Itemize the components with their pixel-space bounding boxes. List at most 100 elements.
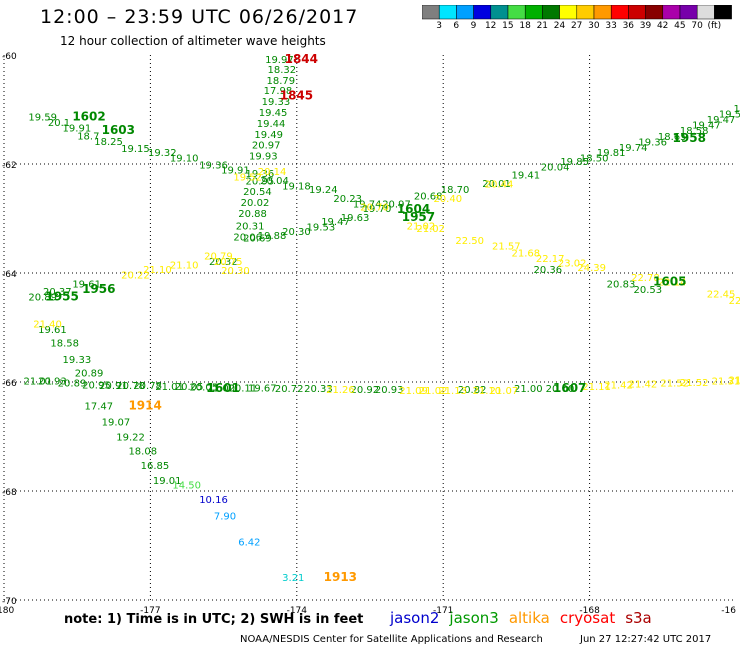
data-point-label: 19.61 <box>38 325 67 336</box>
x-tick-label: -180 <box>0 606 14 616</box>
time-label: 1955 <box>45 289 78 303</box>
data-point-label: 18.7 <box>77 131 99 142</box>
data-point-label: 6.42 <box>238 538 260 549</box>
data-point-label: 20.78 <box>133 381 162 392</box>
data-point-label: 19.18 <box>282 182 311 193</box>
satellite-legend-item: altika <box>508 609 550 627</box>
satellite-legend-item: cryosat <box>559 609 616 627</box>
data-point-label: 7.90 <box>214 511 236 522</box>
data-point-label: 20.93 <box>375 385 404 396</box>
data-point-label: 20.1 <box>48 118 70 129</box>
data-point-label: 20.11 <box>228 383 257 394</box>
color-scale-labels: 3 6 9 12 15 18 21 24 27 30 33 36 39 42 45 70 (ft) <box>422 21 732 35</box>
colorbar-label: 6 <box>453 21 460 31</box>
data-point-label: 18.25 <box>94 137 123 148</box>
data-point-label: 19.32 <box>148 148 177 159</box>
data-point-label: 22.50 <box>455 236 484 247</box>
y-tick-label: -66 <box>2 379 17 389</box>
data-point-label: 18.50 <box>580 153 609 164</box>
data-point-label: 21.26 <box>326 385 355 396</box>
colorbar-label: 24 <box>553 21 566 31</box>
data-point-label: 20.37 <box>43 287 72 298</box>
data-point-label: 20.06 <box>233 232 262 243</box>
data-point-label: 21.02 <box>419 386 448 397</box>
data-point-label: 19.10 <box>170 153 199 164</box>
data-point-label: 20.95 <box>82 381 111 392</box>
data-point-label: 20.30 <box>221 266 250 277</box>
x-tick-label: -171 <box>433 606 453 616</box>
y-tick-label: -64 <box>2 270 17 280</box>
time-label: 1604 <box>397 202 430 216</box>
data-point-label: 19.52 <box>233 172 262 183</box>
data-point-label: 20.33 <box>304 384 333 395</box>
time-label: 1601 <box>207 381 240 395</box>
colorbar-label: 9 <box>470 21 477 31</box>
colorbar-swatch <box>714 5 732 20</box>
data-point-label: 19.74 <box>619 143 648 154</box>
data-point-label: 19.53 <box>307 222 336 233</box>
colorbar-label: 33 <box>605 21 617 31</box>
data-point-label: 20.54 <box>243 187 272 198</box>
data-point-label: 22.14 <box>658 278 687 289</box>
data-point-label: 20.32 <box>209 257 238 268</box>
data-point-label: 18.65 <box>658 132 687 143</box>
time-label: 1958 <box>673 131 706 145</box>
credit-text: NOAA/NESDIS Center for Satellite Applica… <box>240 634 543 645</box>
data-point-label: 19.41 <box>512 171 541 182</box>
data-point-label: 21.02 <box>407 221 436 232</box>
data-point-label: 19.45 <box>259 108 288 119</box>
data-point-label: 19.15 <box>121 144 150 155</box>
data-point-label: 19.47 <box>692 121 721 132</box>
data-point-label: 19.63 <box>341 213 370 224</box>
data-point-label: 20.95 <box>246 177 275 188</box>
data-point-label: 19.33 <box>262 97 291 108</box>
data-point-label: 22.44 <box>729 296 740 307</box>
x-tick-label: -16 <box>721 606 736 616</box>
data-point-label: 19.58 <box>719 110 740 121</box>
y-tick-label: -60 <box>2 52 17 62</box>
data-point-label: 22.45 <box>707 290 736 301</box>
data-point-label: 22.17 <box>536 254 565 265</box>
data-point-label: 23.02 <box>558 258 587 269</box>
data-point-label: 20.01 <box>482 179 511 190</box>
data-point-label: 20.22 <box>121 270 150 281</box>
data-point-label: 20.70 <box>360 202 389 213</box>
data-point-label: 19.59 <box>28 112 57 123</box>
data-point-label: 19.36 <box>638 137 667 148</box>
data-point-label: 20.93 <box>38 377 67 388</box>
time-label: 1603 <box>102 123 135 137</box>
data-point-label: 20.89 <box>28 292 57 303</box>
data-point-label: 21.09 <box>399 386 428 397</box>
data-point-label: 19.97 <box>265 55 294 66</box>
data-point-label: 21.57 <box>492 242 521 253</box>
data-point-label: 20.00 <box>546 384 575 395</box>
data-point-label: 21.01 <box>155 382 184 393</box>
data-point-label: 19.85 <box>560 157 589 168</box>
data-point-label: 19.01 <box>153 476 182 487</box>
data-point-label: 18.70 <box>441 185 470 196</box>
satellite-legend-item: jason3 <box>449 609 499 627</box>
colorbar-label: 42 <box>656 21 669 31</box>
data-point-label: 20.04 <box>541 163 570 174</box>
credit-date: Jun 27 12:27:42 UTC 2017 <box>580 634 712 645</box>
data-point-label: 21.40 <box>33 320 62 331</box>
data-point-label: 20.05 <box>175 382 204 393</box>
data-point-label: 19.47 <box>707 115 736 126</box>
colorbar-label: (ft) <box>707 21 722 31</box>
time-label: 1607 <box>553 381 586 395</box>
y-tick-label: -62 <box>2 161 17 171</box>
data-point-label: 19.91 <box>221 165 250 176</box>
data-point-label: 20.79 <box>204 251 233 262</box>
data-point-label: 19.36 <box>199 160 228 171</box>
data-point-label: 19.22 <box>116 432 145 443</box>
data-point-label: 21.00 <box>207 383 236 394</box>
data-point-label: 21.32 <box>729 376 740 387</box>
data-point-label: 20.89 <box>75 369 104 380</box>
data-point-label: 19.61 <box>72 280 101 291</box>
data-point-label: 18.79 <box>267 76 296 87</box>
data-point-label: 21.42 <box>604 381 633 392</box>
colorbar-label: 45 <box>674 21 686 31</box>
time-label: 1845 <box>280 89 313 103</box>
data-point-label: 20.02 <box>241 198 270 209</box>
